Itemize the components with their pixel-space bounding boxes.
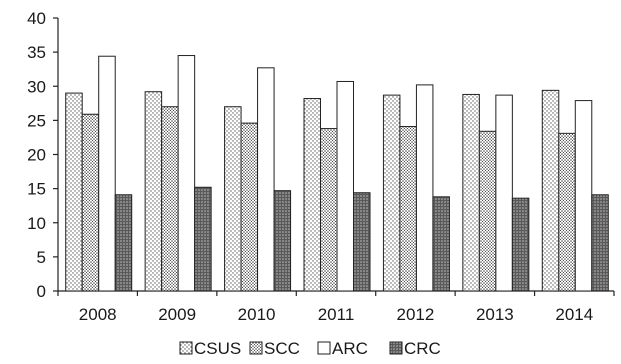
- bar-crc-2013: [511, 197, 530, 292]
- legend-swatch-csus: [179, 341, 193, 355]
- legend-label-csus: CSUS: [194, 339, 241, 358]
- bar-csus-2012: [382, 94, 401, 292]
- y-tick-label: 40: [27, 9, 46, 28]
- bar-scc-2010: [240, 122, 259, 292]
- bar-csus-2010: [224, 106, 242, 292]
- bar-crc-2011: [353, 192, 371, 292]
- bar-crc-2012: [432, 196, 450, 292]
- bar-scc-2011: [320, 128, 338, 292]
- legend-label-arc: ARC: [332, 339, 368, 358]
- y-tick-label: 10: [27, 214, 46, 233]
- bar-crc-2009: [194, 186, 212, 292]
- bar-arc-2009: [177, 55, 196, 292]
- bar-arc-2014: [574, 100, 593, 292]
- bar-scc-2014: [558, 132, 576, 292]
- bars: [65, 55, 609, 292]
- x-tick-label: 2013: [476, 305, 514, 324]
- legend-label-scc: SCC: [264, 339, 300, 358]
- y-tick-label: 5: [37, 248, 46, 267]
- bar-csus-2008: [65, 92, 83, 292]
- bar-csus-2013: [462, 93, 480, 292]
- legend-swatch-arc: [317, 341, 331, 355]
- bar-csus-2009: [144, 91, 163, 292]
- y-tick-label: 35: [27, 43, 46, 62]
- bar-crc-2014: [591, 194, 609, 292]
- x-tick-labels: 2008 2009 2010 2011 2012 2013 2014: [79, 305, 593, 324]
- bar-scc-2008: [81, 113, 100, 292]
- bar-arc-2013: [495, 94, 513, 292]
- y-tick-label: 0: [37, 282, 46, 301]
- legend-swatch-scc: [249, 341, 263, 355]
- bar-scc-2012: [399, 126, 417, 292]
- legend-swatch-crc: [389, 341, 403, 355]
- y-tick-label: 20: [27, 146, 46, 165]
- bar-csus-2011: [303, 98, 321, 292]
- x-tick-label: 2012: [397, 305, 435, 324]
- bar-arc-2008: [98, 55, 116, 292]
- legend-label-crc: CRC: [404, 339, 441, 358]
- legend: CSUS SCC ARC CRC: [179, 339, 441, 358]
- bar-scc-2013: [478, 130, 497, 292]
- x-tick-label: 2011: [318, 305, 355, 324]
- y-tick-label: 30: [27, 77, 46, 96]
- bar-csus-2014: [541, 89, 560, 292]
- x-tick-label: 2014: [555, 305, 593, 324]
- bar-crc-2010: [273, 190, 292, 292]
- bar-arc-2010: [257, 67, 275, 292]
- x-tick-label: 2010: [238, 305, 276, 324]
- x-tick-label: 2009: [158, 305, 196, 324]
- bar-arc-2011: [336, 80, 354, 292]
- bar-scc-2009: [161, 106, 179, 292]
- y-tick-label: 25: [27, 111, 46, 130]
- bar-crc-2008: [114, 194, 133, 292]
- bar-arc-2012: [415, 84, 434, 292]
- x-tick-label: 2008: [79, 305, 117, 324]
- y-tick-label: 15: [27, 180, 46, 199]
